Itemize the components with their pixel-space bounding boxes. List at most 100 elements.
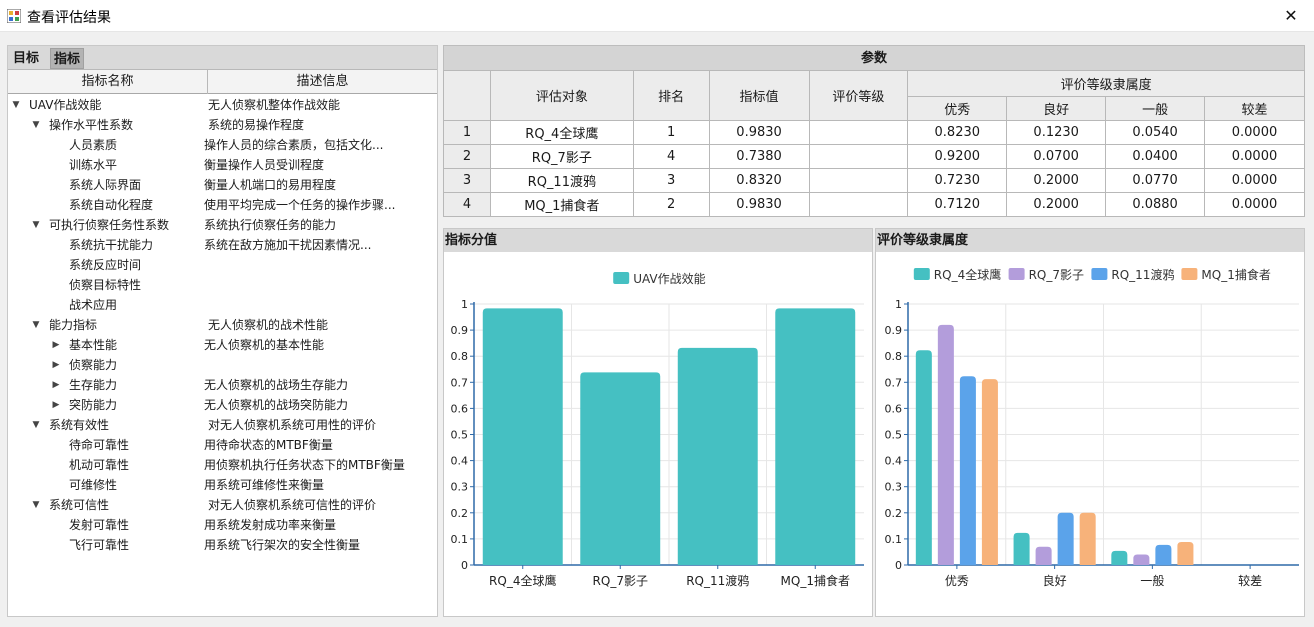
column-header-description[interactable]: 描述信息 xyxy=(296,74,349,89)
tree-row[interactable]: 发射可靠性 用系统发射成功率来衡量 xyxy=(8,515,437,535)
cell-rank[interactable]: 3 xyxy=(632,168,710,193)
bar[interactable] xyxy=(1155,544,1172,565)
bar[interactable] xyxy=(482,308,563,565)
tab-indicator[interactable]: 指标 xyxy=(50,48,85,69)
tree-row[interactable]: ▶ 侦察能力 xyxy=(8,355,437,375)
bar[interactable] xyxy=(1013,532,1030,565)
cell-rank[interactable]: 2 xyxy=(632,192,710,217)
tab-target[interactable]: 目标 xyxy=(13,51,40,66)
column-header-excellent[interactable]: 优秀 xyxy=(907,96,1008,121)
tree-row[interactable]: 训练水平 衡量操作人员受训程度 xyxy=(8,155,437,175)
tree-row[interactable]: ▶ 基本性能 无人侦察机的基本性能 xyxy=(8,335,437,355)
bar[interactable] xyxy=(915,350,932,565)
bar[interactable] xyxy=(580,372,661,565)
row-number[interactable]: 4 xyxy=(443,192,491,217)
cell-grade[interactable] xyxy=(808,168,909,193)
cell-value[interactable]: 0.7380 xyxy=(708,144,810,169)
tree-row[interactable]: 系统抗干扰能力 系统在敌方施加干扰因素情况... xyxy=(8,235,437,255)
collapsed-caret-icon[interactable]: ▶ xyxy=(52,340,60,350)
cell-membership[interactable]: 0.7120 xyxy=(907,192,1008,217)
table-row[interactable]: 1 RQ_4全球鹰 1 0.9830 0.8230 0.1230 0.0540 0.0000 xyxy=(443,120,1305,145)
tree-row[interactable]: 人员素质 操作人员的综合素质，包括文化... xyxy=(8,135,437,155)
cell-membership[interactable]: 0.2000 xyxy=(1006,168,1107,193)
cell-membership[interactable]: 0.0000 xyxy=(1204,144,1305,169)
cell-value[interactable]: 0.9830 xyxy=(708,120,810,145)
cell-membership[interactable]: 0.7230 xyxy=(907,168,1008,193)
bar[interactable] xyxy=(775,308,856,565)
column-header-value[interactable]: 指标值 xyxy=(708,70,810,121)
cell-object[interactable]: MQ_1捕食者 xyxy=(489,192,634,217)
legend-label[interactable]: MQ_1捕食者 xyxy=(1201,267,1270,282)
table-row[interactable]: 3 RQ_11渡鸦 3 0.8320 0.7230 0.2000 0.0770 0.0000 xyxy=(443,168,1305,193)
cell-membership[interactable]: 0.0880 xyxy=(1105,192,1206,217)
bar[interactable] xyxy=(1133,554,1150,565)
row-number[interactable]: 2 xyxy=(443,144,491,169)
cell-membership[interactable]: 0.0400 xyxy=(1105,144,1206,169)
column-header-rank[interactable]: 排名 xyxy=(632,70,710,121)
bar[interactable] xyxy=(937,324,954,565)
tree-row[interactable]: 系统自动化程度 使用平均完成一个任务的操作步骤... xyxy=(8,195,437,215)
legend-label[interactable]: RQ_4全球鹰 xyxy=(934,267,1001,282)
bar[interactable] xyxy=(1057,512,1074,565)
tree-row[interactable]: ▼ UAV作战效能 无人侦察机整体作战效能 xyxy=(8,95,437,115)
row-number[interactable]: 1 xyxy=(443,120,491,145)
tree-row[interactable]: ▶ 突防能力 无人侦察机的战场突防能力 xyxy=(8,395,437,415)
cell-membership[interactable]: 0.1230 xyxy=(1006,120,1107,145)
cell-rank[interactable]: 1 xyxy=(632,120,710,145)
tree-row[interactable]: 可维修性 用系统可维修性来衡量 xyxy=(8,475,437,495)
tree-row[interactable]: 机动可靠性 用侦察机执行任务状态下的MTBF衡量 xyxy=(8,455,437,475)
tree-row[interactable]: ▼ 能力指标 无人侦察机的战术性能 xyxy=(8,315,437,335)
tree-row[interactable]: 待命可靠性 用待命状态的MTBF衡量 xyxy=(8,435,437,455)
cell-value[interactable]: 0.9830 xyxy=(708,192,810,217)
cell-membership[interactable]: 0.9200 xyxy=(907,144,1008,169)
bar[interactable] xyxy=(1177,542,1194,565)
cell-membership[interactable]: 0.0770 xyxy=(1105,168,1206,193)
expanded-caret-icon[interactable]: ▼ xyxy=(32,500,40,510)
cell-object[interactable]: RQ_4全球鹰 xyxy=(489,120,634,145)
tree-row[interactable]: ▼ 可执行侦察任务性系数 系统执行侦察任务的能力 xyxy=(8,215,437,235)
cell-membership[interactable]: 0.8230 xyxy=(907,120,1008,145)
cell-grade[interactable] xyxy=(808,120,909,145)
column-header-object[interactable]: 评估对象 xyxy=(489,70,634,121)
cell-membership[interactable]: 0.0000 xyxy=(1204,120,1305,145)
cell-rank[interactable]: 4 xyxy=(632,144,710,169)
cell-object[interactable]: RQ_11渡鸦 xyxy=(489,168,634,193)
cell-membership[interactable]: 0.0000 xyxy=(1204,192,1305,217)
cell-membership[interactable]: 0.0700 xyxy=(1006,144,1107,169)
column-header-grade[interactable]: 评价等级 xyxy=(808,70,909,121)
legend-label[interactable]: UAV作战效能 xyxy=(633,271,705,286)
column-header-good[interactable]: 良好 xyxy=(1006,96,1107,121)
bar[interactable] xyxy=(959,376,976,565)
cell-grade[interactable] xyxy=(808,144,909,169)
table-row[interactable]: 4 MQ_1捕食者 2 0.9830 0.7120 0.2000 0.0880 0.0000 xyxy=(443,192,1305,217)
cell-membership[interactable]: 0.0540 xyxy=(1105,120,1206,145)
cell-membership[interactable]: 0.2000 xyxy=(1006,192,1107,217)
tree-row[interactable]: ▶ 生存能力 无人侦察机的战场生存能力 xyxy=(8,375,437,395)
cell-value[interactable]: 0.8320 xyxy=(708,168,810,193)
tree-row[interactable]: ▼ 操作水平性系数 系统的易操作程度 xyxy=(8,115,437,135)
tree-row[interactable]: 侦察目标特性 xyxy=(8,275,437,295)
bar[interactable] xyxy=(981,379,998,565)
row-number[interactable]: 3 xyxy=(443,168,491,193)
tree-row[interactable]: ▼ 系统有效性 对无人侦察机系统可用性的评价 xyxy=(8,415,437,435)
expanded-caret-icon[interactable]: ▼ xyxy=(12,100,20,110)
tree-row[interactable]: 飞行可靠性 用系统飞行架次的安全性衡量 xyxy=(8,535,437,555)
table-row[interactable]: 2 RQ_7影子 4 0.7380 0.9200 0.0700 0.0400 0.0000 xyxy=(443,144,1305,169)
expanded-caret-icon[interactable]: ▼ xyxy=(32,320,40,330)
bar[interactable] xyxy=(1035,546,1052,565)
collapsed-caret-icon[interactable]: ▶ xyxy=(52,380,60,390)
cell-object[interactable]: RQ_7影子 xyxy=(489,144,634,169)
column-header-name[interactable]: 指标名称 xyxy=(8,70,209,94)
cell-grade[interactable] xyxy=(808,192,909,217)
legend-label[interactable]: RQ_11渡鸦 xyxy=(1111,267,1174,282)
bar[interactable] xyxy=(1079,512,1096,565)
tree-row[interactable]: 系统反应时间 xyxy=(8,255,437,275)
column-header-average[interactable]: 一般 xyxy=(1105,96,1206,121)
cell-membership[interactable]: 0.0000 xyxy=(1204,168,1305,193)
expanded-caret-icon[interactable]: ▼ xyxy=(32,420,40,430)
close-button[interactable]: ✕ xyxy=(1268,0,1314,32)
tree-row[interactable]: 系统人际界面 衡量人机端口的易用程度 xyxy=(8,175,437,195)
column-header-poor[interactable]: 较差 xyxy=(1204,96,1305,121)
expanded-caret-icon[interactable]: ▼ xyxy=(32,120,40,130)
tree-row[interactable]: 战术应用 xyxy=(8,295,437,315)
